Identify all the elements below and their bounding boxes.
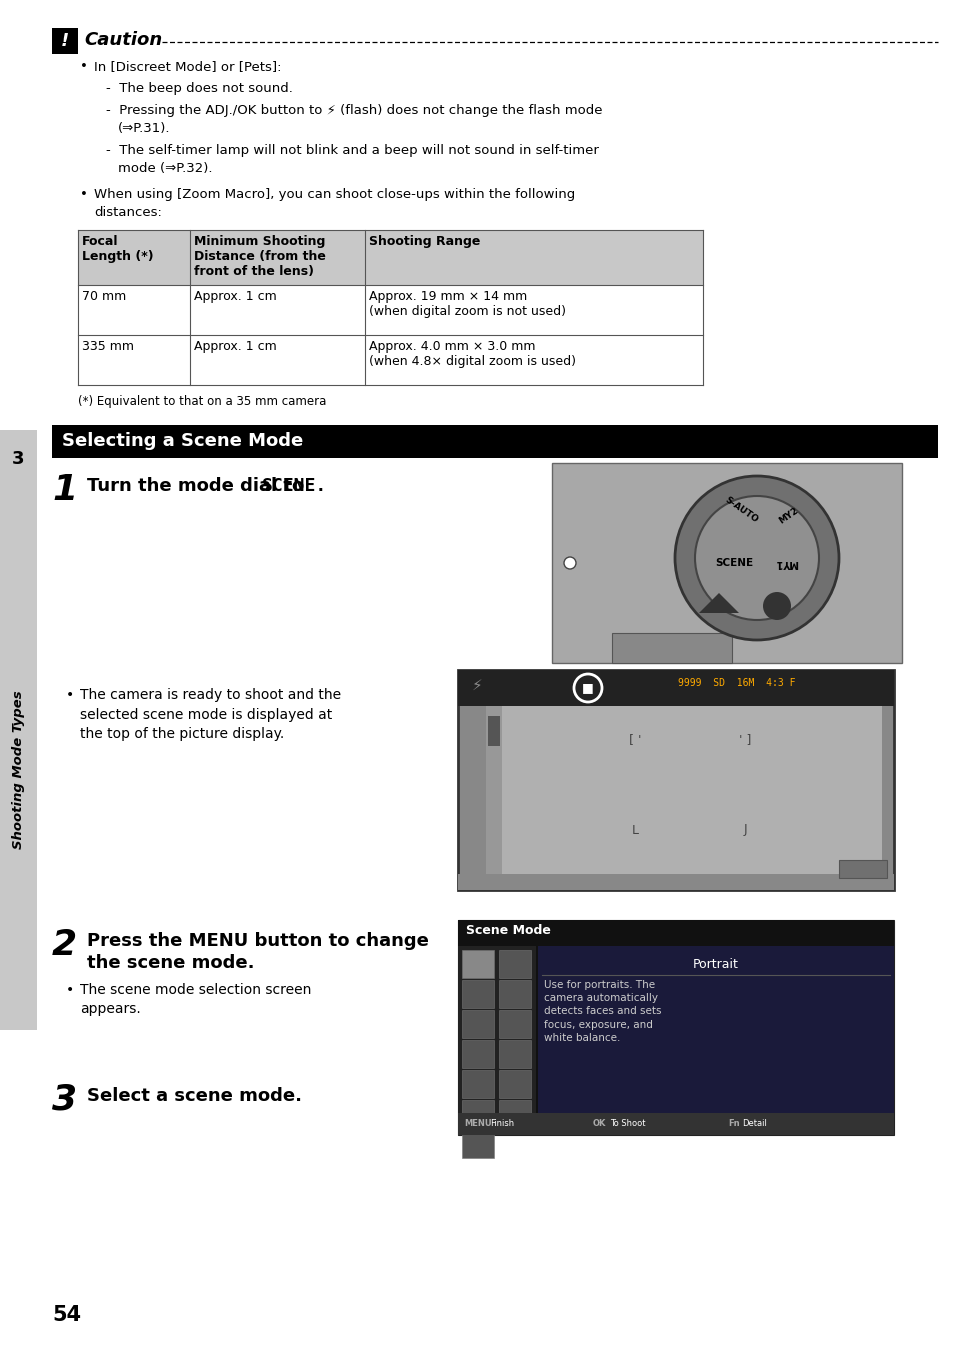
Text: 2: 2 <box>52 928 77 962</box>
Text: [ ': [ ' <box>628 733 640 746</box>
Text: Approx. 1 cm: Approx. 1 cm <box>193 291 276 303</box>
Text: Approx. 1 cm: Approx. 1 cm <box>193 340 276 352</box>
Text: OK: OK <box>593 1119 606 1128</box>
Text: SCENE: SCENE <box>714 558 752 568</box>
Bar <box>498 1100 531 1128</box>
Text: Select a scene mode.: Select a scene mode. <box>87 1087 302 1106</box>
Text: In [Discreet Mode] or [Pets]:: In [Discreet Mode] or [Pets]: <box>94 61 281 73</box>
Bar <box>612 633 731 663</box>
Bar <box>498 1040 531 1068</box>
Bar <box>461 1130 494 1158</box>
Text: the scene mode.: the scene mode. <box>87 954 254 972</box>
Text: 3: 3 <box>12 451 25 468</box>
Bar <box>457 670 893 706</box>
Text: •: • <box>66 983 74 997</box>
Text: 3: 3 <box>52 1083 77 1116</box>
Text: -  The self-timer lamp will not blink and a beep will not sound in self-timer: - The self-timer lamp will not blink and… <box>106 144 598 157</box>
Text: 70 mm: 70 mm <box>82 291 126 303</box>
Text: Selecting a Scene Mode: Selecting a Scene Mode <box>62 432 303 451</box>
Text: distances:: distances: <box>94 206 162 219</box>
Text: 335 mm: 335 mm <box>82 340 133 352</box>
Text: MENU: MENU <box>463 1119 491 1128</box>
Bar <box>498 981 531 1007</box>
Text: Minimum Shooting
Distance (from the
front of the lens): Minimum Shooting Distance (from the fron… <box>193 235 326 278</box>
Bar <box>488 716 499 746</box>
Text: Caution: Caution <box>84 31 162 48</box>
Bar <box>461 981 494 1007</box>
Text: When using [Zoom Macro], you can shoot close-ups within the following: When using [Zoom Macro], you can shoot c… <box>94 188 575 200</box>
Text: J: J <box>742 823 746 837</box>
Text: mode (⇒P.32).: mode (⇒P.32). <box>118 161 213 175</box>
Text: The camera is ready to shoot and the
selected scene mode is displayed at
the top: The camera is ready to shoot and the sel… <box>80 689 341 741</box>
Bar <box>457 670 893 890</box>
Bar <box>537 946 893 1135</box>
Bar <box>485 706 501 874</box>
Bar <box>0 430 37 1030</box>
Text: Press the MENU button to change: Press the MENU button to change <box>87 932 429 950</box>
Bar <box>461 1040 494 1068</box>
Text: 1: 1 <box>52 473 77 507</box>
Text: L: L <box>631 823 638 837</box>
Text: Approx. 4.0 mm × 3.0 mm
(when 4.8× digital zoom is used): Approx. 4.0 mm × 3.0 mm (when 4.8× digit… <box>369 340 576 369</box>
Text: The scene mode selection screen
appears.: The scene mode selection screen appears. <box>80 983 311 1017</box>
Text: S-AUTO: S-AUTO <box>723 495 760 525</box>
Text: Turn the mode dial to: Turn the mode dial to <box>87 477 310 495</box>
Text: To Shoot: To Shoot <box>609 1119 645 1128</box>
Text: Approx. 19 mm × 14 mm
(when digital zoom is not used): Approx. 19 mm × 14 mm (when digital zoom… <box>369 291 565 317</box>
Bar <box>457 1114 893 1135</box>
Bar <box>78 230 702 285</box>
Text: SCENE.: SCENE. <box>262 477 327 495</box>
Text: MY2: MY2 <box>777 506 800 526</box>
Text: Scene Mode: Scene Mode <box>465 924 550 937</box>
Text: 54: 54 <box>52 1305 81 1325</box>
Text: -  The beep does not sound.: - The beep does not sound. <box>106 82 293 95</box>
Bar <box>52 425 937 459</box>
Text: 9999  SD  16M  4:3 F: 9999 SD 16M 4:3 F <box>678 678 795 689</box>
Bar <box>461 950 494 978</box>
Bar <box>78 285 702 335</box>
Text: -  Pressing the ADJ./OK button to ⚡ (flash) does not change the flash mode: - Pressing the ADJ./OK button to ⚡ (flas… <box>106 104 602 117</box>
Text: ⚡: ⚡ <box>472 678 482 693</box>
Bar <box>457 920 893 1135</box>
Bar <box>52 28 78 54</box>
Bar <box>461 1100 494 1128</box>
Bar <box>457 946 536 1135</box>
Bar <box>78 335 702 385</box>
Bar <box>838 859 886 878</box>
Circle shape <box>695 496 818 620</box>
Polygon shape <box>699 593 739 613</box>
Text: •: • <box>80 61 88 73</box>
Text: Fn: Fn <box>727 1119 739 1128</box>
Text: (⇒P.31).: (⇒P.31). <box>118 122 171 134</box>
Bar <box>498 1010 531 1038</box>
Text: MY1: MY1 <box>774 558 798 568</box>
Circle shape <box>762 592 790 620</box>
Text: Detail: Detail <box>741 1119 766 1128</box>
Text: !: ! <box>61 32 69 50</box>
Bar <box>552 463 901 663</box>
Bar <box>461 1071 494 1098</box>
Text: Focal
Length (*): Focal Length (*) <box>82 235 153 264</box>
Circle shape <box>675 476 838 640</box>
Text: ' ]: ' ] <box>738 733 750 746</box>
Text: •: • <box>66 689 74 702</box>
Bar <box>485 706 882 874</box>
Bar <box>457 874 893 890</box>
Text: Shooting Range: Shooting Range <box>369 235 480 247</box>
Bar <box>457 920 893 946</box>
Bar <box>498 1071 531 1098</box>
Circle shape <box>563 557 576 569</box>
Text: ■: ■ <box>581 682 594 694</box>
Bar <box>461 1010 494 1038</box>
Text: •: • <box>80 188 88 200</box>
Text: (*) Equivalent to that on a 35 mm camera: (*) Equivalent to that on a 35 mm camera <box>78 395 326 408</box>
Text: Finish: Finish <box>490 1119 514 1128</box>
Text: Portrait: Portrait <box>692 958 739 971</box>
Text: Shooting Mode Types: Shooting Mode Types <box>12 691 25 849</box>
Bar <box>498 950 531 978</box>
Text: Use for portraits. The
camera automatically
detects faces and sets
focus, exposu: Use for portraits. The camera automatica… <box>543 981 660 1042</box>
